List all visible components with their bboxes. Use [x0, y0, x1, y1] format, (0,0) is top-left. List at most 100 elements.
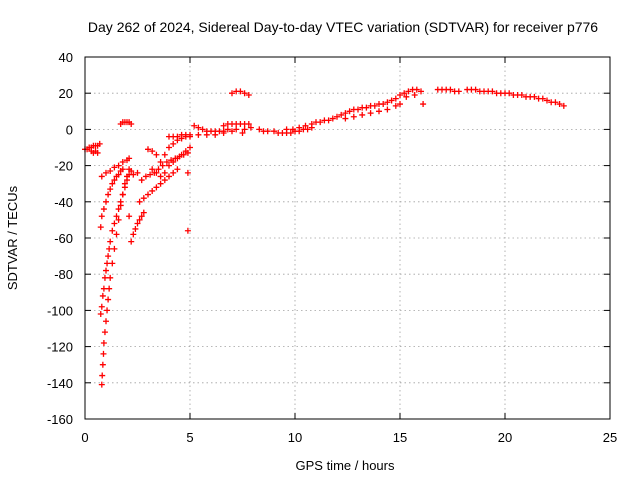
- data-point: [99, 361, 106, 368]
- data-point: [157, 158, 164, 165]
- data-point: [126, 166, 133, 173]
- data-point: [98, 303, 105, 310]
- data-point: [264, 128, 271, 135]
- y-axis-label: SDTVAR / TECUs: [5, 185, 20, 290]
- data-point: [239, 130, 246, 137]
- data-point: [109, 260, 116, 267]
- y-tick-label: -140: [47, 376, 73, 391]
- data-point: [153, 184, 160, 191]
- data-point: [100, 339, 107, 346]
- data-point: [325, 117, 332, 124]
- data-point: [317, 119, 324, 126]
- data-point: [130, 231, 137, 238]
- data-point: [241, 90, 248, 97]
- plot-area-frame: [84, 56, 611, 420]
- data-point: [184, 227, 191, 234]
- x-tick-label: 25: [603, 430, 617, 445]
- data-point: [111, 164, 118, 171]
- data-point: [111, 245, 118, 252]
- data-point: [518, 92, 525, 99]
- data-point: [115, 206, 122, 213]
- data-point: [142, 173, 149, 180]
- data-point: [103, 169, 109, 176]
- data-point: [96, 140, 103, 147]
- data-point: [166, 173, 172, 180]
- data-point: [329, 115, 336, 122]
- data-point: [531, 93, 538, 100]
- data-point: [100, 285, 107, 292]
- data-point: [105, 191, 112, 198]
- data-point: [147, 171, 154, 178]
- data-point: [107, 274, 114, 281]
- data-point: [359, 111, 366, 118]
- data-point: [447, 86, 454, 93]
- data-point: [104, 260, 111, 267]
- x-axis-label: GPS time / hours: [296, 458, 395, 473]
- data-point: [111, 177, 118, 184]
- data-point: [247, 124, 254, 131]
- data-point: [126, 155, 133, 162]
- data-point: [117, 202, 124, 209]
- data-point: [153, 151, 160, 158]
- data-point: [99, 372, 106, 379]
- y-tick-label: 40: [59, 50, 73, 65]
- chart-title: Day 262 of 2024, Sidereal Day-to-day VTE…: [88, 19, 598, 35]
- y-tick-label: -60: [54, 231, 73, 246]
- data-point: [170, 169, 177, 176]
- data-point: [539, 95, 546, 102]
- data-point: [560, 102, 567, 109]
- data-point: [455, 88, 462, 95]
- data-point: [355, 106, 361, 113]
- data-point: [98, 173, 105, 180]
- data-point: [119, 166, 126, 173]
- y-tick-label: -100: [47, 303, 73, 318]
- data-point: [220, 122, 227, 129]
- data-point: [115, 216, 122, 223]
- data-point: [350, 113, 357, 120]
- data-point: [245, 120, 252, 127]
- data-point: [140, 195, 147, 202]
- data-point: [418, 88, 424, 95]
- data-point: [109, 180, 116, 187]
- data-point: [161, 151, 168, 158]
- data-point: [241, 126, 248, 133]
- y-tick-label: -40: [54, 195, 73, 210]
- data-point: [119, 158, 126, 165]
- data-point: [174, 155, 181, 162]
- data-point: [420, 101, 427, 108]
- data-point: [384, 106, 391, 113]
- data-point: [113, 231, 120, 238]
- data-point: [101, 329, 108, 336]
- data-point: [107, 186, 114, 193]
- data-point: [384, 99, 391, 106]
- data-point: [103, 318, 109, 325]
- data-point: [296, 124, 303, 131]
- data-point: [149, 187, 156, 194]
- data-point: [489, 88, 496, 95]
- data-point: [145, 146, 151, 153]
- x-tick-label: 15: [393, 430, 407, 445]
- data-point: [166, 162, 172, 169]
- data-point: [97, 224, 104, 231]
- data-point: [161, 169, 168, 176]
- data-point: [388, 97, 395, 104]
- data-point: [106, 245, 113, 252]
- data-point: [556, 101, 563, 108]
- data-point: [103, 267, 109, 274]
- data-point: [397, 92, 403, 99]
- data-point: [99, 292, 106, 299]
- data-point: [130, 171, 137, 178]
- data-point: [124, 173, 130, 180]
- data-point: [283, 126, 290, 133]
- data-point: [161, 177, 168, 184]
- data-point: [113, 213, 120, 220]
- data-point: [338, 111, 345, 118]
- data-point: [111, 220, 118, 227]
- data-point: [170, 158, 177, 165]
- data-point: [342, 110, 349, 117]
- data-point: [184, 169, 191, 176]
- data-point: [107, 168, 114, 175]
- data-point: [174, 166, 181, 173]
- data-point: [155, 166, 162, 173]
- data-point: [174, 133, 181, 140]
